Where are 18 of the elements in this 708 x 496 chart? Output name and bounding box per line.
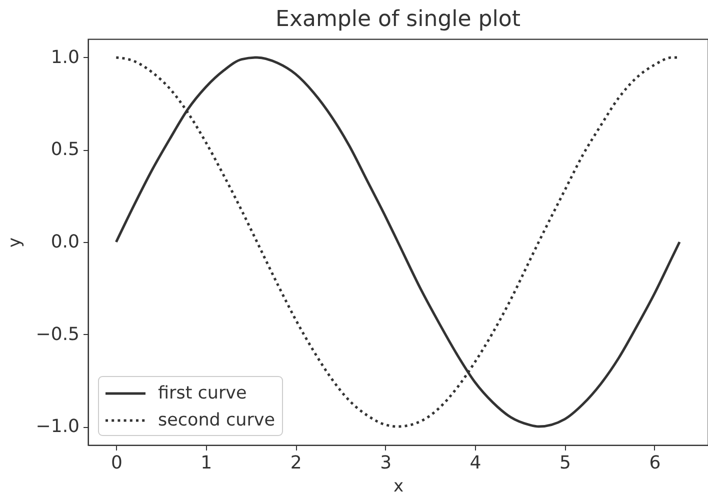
x-tick-label: 6 [649, 452, 661, 474]
y-tick-label: −1.0 [36, 416, 80, 438]
line-series [114, 56, 681, 428]
y-tick-label: 1.0 [50, 46, 80, 68]
x-tick-label: 0 [110, 452, 122, 474]
x-tick-label: 1 [200, 452, 212, 474]
legend-label: second curve [158, 410, 276, 430]
y-tick-label: 0.0 [50, 232, 80, 252]
x-tick-label: 5 [560, 452, 571, 474]
y-tick-label: −0.5 [36, 324, 80, 345]
legend-label: first curve [158, 384, 247, 404]
x-tick-label: 4 [470, 452, 482, 474]
y-axis-title: y [4, 237, 25, 248]
y-tick-label: 0.5 [50, 139, 80, 160]
x-tick-label: 2 [290, 452, 302, 474]
x-tick-label: 3 [380, 452, 392, 474]
x-axis-title: x [393, 476, 404, 496]
chart-title: Example of single plot [276, 7, 521, 32]
